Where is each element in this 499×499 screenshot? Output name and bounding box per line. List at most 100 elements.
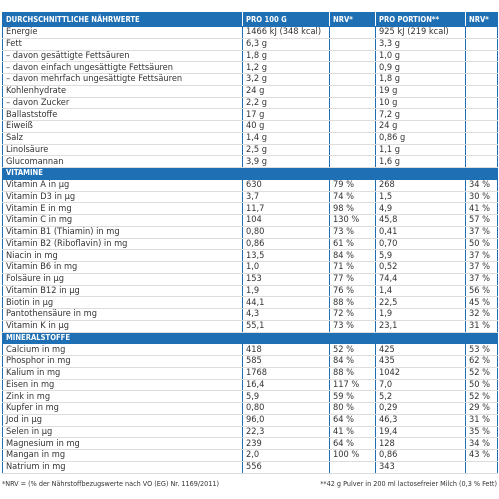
table-cell: 72 % [329,308,376,321]
table-cell: 40 g [242,120,330,133]
table-cell: 0,9 g [375,61,466,74]
header-cell: DURCHSCHNITTLICHE NÄHRWERTE [2,12,243,27]
table-cell: 23,1 [375,320,466,333]
table-body: DURCHSCHNITTLICHE NÄHRWERTE PRO 100 G NRV*… [2,12,498,474]
table-cell: 74,4 [375,273,466,286]
table-row: Calcium in mg 418 52 % 425 53 % [2,343,498,356]
header-cell: PRO PORTION** [375,12,466,27]
table-cell: – davon Zucker [2,97,243,110]
table-cell: 41 % [329,426,376,439]
table-cell [465,120,498,133]
table-cell: 1,1 g [375,144,466,157]
table-cell: 19,4 [375,426,466,439]
table-cell: Vitamin B12 in µg [2,285,243,298]
table-cell: 61 % [329,238,376,251]
table-cell: 84 % [329,249,376,262]
table-cell [465,73,498,86]
table-cell: 56 % [465,285,498,298]
table-cell: 22,5 [375,296,466,309]
table-row: Fett 6,3 g 3,3 g [2,38,498,51]
table-cell: 37 % [465,261,498,274]
table-cell: 153 [242,273,330,286]
table-cell: 100 % [329,449,376,462]
table-row: Natrium in mg 556 343 [2,461,498,474]
table-cell: 1,9 [375,308,466,321]
table-row: Eisen in mg 16,4 117 % 7,0 50 % [2,379,498,392]
table-cell: 0,86 [375,449,466,462]
table-row: Vitamin D3 in µg 3,7 74 % 1,5 30 % [2,191,498,204]
table-cell [329,155,376,168]
table-cell: 62 % [465,355,498,368]
table-row: Eiweiß 40 g 24 g [2,120,498,133]
table-cell [329,73,376,86]
table-cell: 585 [242,355,330,368]
table-cell: Salz [2,132,243,145]
table-cell: 98 % [329,202,376,215]
table-row: Vitamin A in µg 630 79 % 268 34 % [2,179,498,192]
table-cell: 3,7 [242,191,330,204]
table-cell: 1,0 [242,261,330,274]
table-cell: 0,86 g [375,132,466,145]
table-cell: 5,9 [242,390,330,403]
table-row: – davon gesättigte Fettsäuren 1,8 g 1,0 g [2,50,498,63]
table-cell: 19 g [375,85,466,98]
table-cell: 24 g [242,85,330,98]
table-cell: 418 [242,343,330,356]
table-cell: – davon einfach ungesättigte Fettsäuren [2,61,243,74]
table-cell [329,461,376,474]
table-cell: 37 % [465,226,498,239]
header-cell: PRO 100 G [242,12,330,27]
table-cell: Selen in µg [2,426,243,439]
table-cell: Eisen in mg [2,379,243,392]
table-cell: 34 % [465,437,498,450]
table-cell: 1,8 g [375,73,466,86]
table-cell: 34 % [465,179,498,192]
table-row: Vitamin E in mg 11,7 98 % 4,9 41 % [2,202,498,215]
table-cell: 3,2 g [242,73,330,86]
table-cell: 5,9 [375,249,466,262]
table-row: Ballaststoffe 17 g 7,2 g [2,108,498,121]
table-cell: 50 % [465,379,498,392]
table-cell: 64 % [329,414,376,427]
table-cell [329,38,376,51]
table-cell: 32 % [465,308,498,321]
table-cell: 5,2 [375,390,466,403]
table-cell [329,26,376,39]
table-row: Salz 1,4 g 0,86 g [2,132,498,145]
table-row: Linolsäure 2,5 g 1,1 g [2,144,498,157]
table-cell: 57 % [465,214,498,227]
table-row: Kupfer in mg 0,80 80 % 0,29 29 % [2,402,498,415]
table-cell: 1,9 [242,285,330,298]
footnote: *NRV = (% der Nährstoffbezugswerte nach … [2,479,219,488]
table-cell: 74 % [329,191,376,204]
table-cell: 1042 [375,367,466,380]
section-cell [375,332,466,345]
table-cell: 76 % [329,285,376,298]
table-row: Mangan in mg 2,0 100 % 0,86 43 % [2,449,498,462]
table-cell: 3,9 g [242,155,330,168]
table-cell: Glucomannan [2,155,243,168]
table-cell: 84 % [329,355,376,368]
table-cell: Fett [2,38,243,51]
table-cell: 31 % [465,320,498,333]
section-title: VITAMINE [2,167,243,180]
table-cell: 37 % [465,249,498,262]
table-cell: Vitamin K in µg [2,320,243,333]
table-cell: 52 % [465,390,498,403]
table-cell: – davon mehrfach ungesättigte Fettsäuren [2,73,243,86]
table-row: Vitamin B2 (Riboflavin) in mg 0,86 61 % 0,7… [2,238,498,251]
table-cell: 88 % [329,367,376,380]
table-cell: 0,29 [375,402,466,415]
table-cell [329,97,376,110]
table-cell: 10 g [375,97,466,110]
table-row: – davon mehrfach ungesättigte Fettsäuren… [2,73,498,86]
table-cell: 268 [375,179,466,192]
header-cell: NRV* [329,12,376,27]
table-cell: Vitamin C in mg [2,214,243,227]
table-row: Kalium in mg 1768 88 % 1042 52 % [2,367,498,380]
table-cell: 1,0 g [375,50,466,63]
table-cell: 55,1 [242,320,330,333]
table-cell: 130 % [329,214,376,227]
table-cell [465,61,498,74]
table-cell: 7,0 [375,379,466,392]
